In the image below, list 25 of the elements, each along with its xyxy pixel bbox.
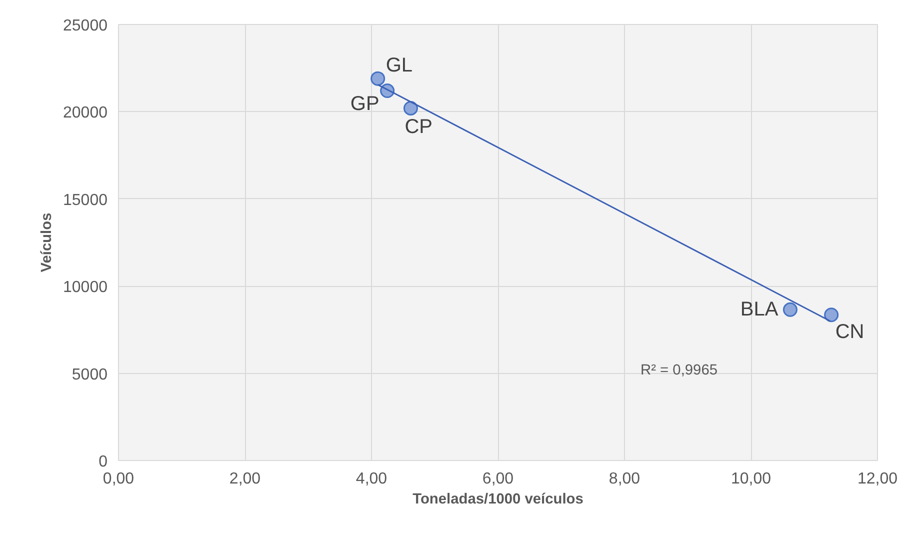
x-tick-label: 12,00 bbox=[857, 470, 898, 488]
point bbox=[782, 302, 798, 317]
annotation: GL bbox=[386, 54, 413, 77]
point bbox=[370, 71, 386, 86]
x-tick-label: 8,00 bbox=[608, 470, 640, 488]
x-tick-label: 0,00 bbox=[102, 470, 134, 488]
y-tick-label: 10000 bbox=[63, 279, 108, 296]
annotation: BLA bbox=[740, 298, 779, 321]
y-tick-label: 5000 bbox=[72, 366, 108, 384]
y-axis-title: Veículos bbox=[39, 212, 56, 272]
x-tick-label: 6,00 bbox=[482, 470, 514, 488]
annotation: R² = 0,9965 bbox=[640, 362, 718, 378]
y-tick-label: 15000 bbox=[63, 192, 108, 209]
annotation: CP bbox=[404, 116, 433, 138]
y-tick-label: 25000 bbox=[63, 18, 108, 34]
annotation: CN bbox=[835, 320, 864, 343]
x-tick-label: 2,00 bbox=[229, 470, 261, 488]
point bbox=[403, 100, 418, 116]
point bbox=[824, 308, 839, 322]
y-tick-label: 0 bbox=[98, 454, 108, 470]
x-axis-title: Toneladas/1000 veículos bbox=[412, 492, 584, 508]
annotation: GP bbox=[350, 92, 380, 115]
x-tick-label: 4,00 bbox=[356, 470, 388, 488]
y-tick-label: 20000 bbox=[63, 104, 108, 122]
x-tick-label: 10,00 bbox=[730, 470, 772, 488]
